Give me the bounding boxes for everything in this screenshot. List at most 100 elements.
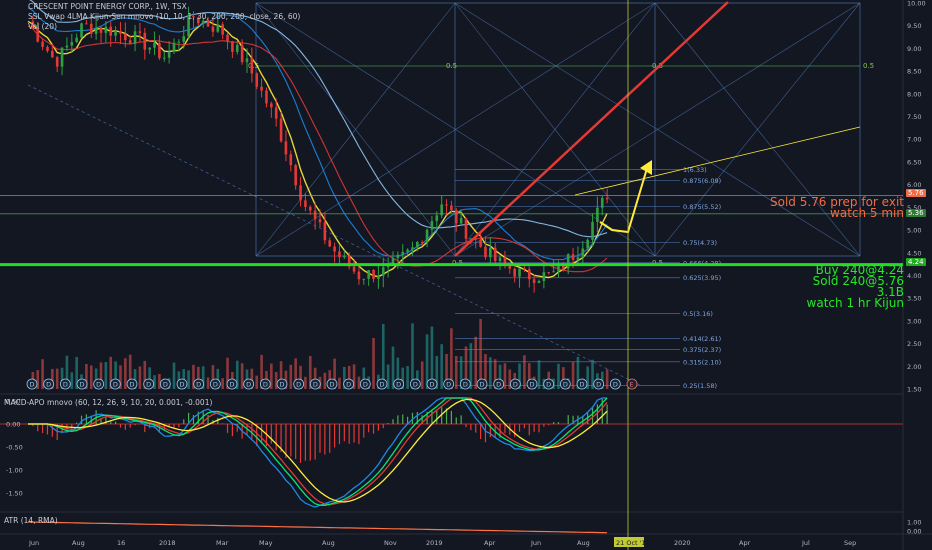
volume-bar [420, 361, 424, 389]
time-axis-label: Apr [739, 539, 751, 547]
volume-bar [450, 328, 453, 389]
volume-bar [201, 366, 205, 389]
current-date-label: 21 Oct '19 [616, 539, 650, 547]
event-marker [376, 378, 388, 390]
volume-bar [396, 357, 400, 389]
candle-body [279, 118, 283, 142]
atr-legend[interactable]: ATR (14, RMA) [4, 516, 58, 525]
volume-bar [435, 356, 439, 389]
volume-bar [128, 354, 132, 389]
event-marker-label: D [280, 381, 285, 389]
event-marker-label: D [96, 381, 101, 389]
event-marker-label: D [146, 381, 151, 389]
volume-bar [527, 363, 531, 389]
volume-bar [216, 368, 220, 389]
event-marker [226, 378, 238, 390]
candle-body [542, 272, 546, 281]
volume-bar [381, 323, 385, 389]
candle-body [299, 185, 302, 201]
volume-bar [94, 368, 98, 389]
candle-body [513, 268, 516, 277]
time-axis-label: 2019 [426, 539, 443, 547]
atr-line [27, 521, 608, 534]
macd-legend[interactable]: MACD-APO mnovo (60, 12, 26, 9, 10, 20, 0… [4, 398, 213, 407]
red-trendline [454, 1, 729, 257]
time-axis-label: Jun [530, 539, 541, 547]
volume-bar [75, 356, 78, 389]
candle-body [596, 207, 599, 222]
event-marker-label: D [130, 381, 135, 389]
volume-bar [343, 366, 346, 389]
event-marker-label: D [246, 381, 251, 389]
ssl-indicator-legend[interactable]: SSL Vwap 4LMA Kijun-Sen mnovo (10, 10, 1… [28, 12, 301, 21]
candle-body [377, 275, 380, 279]
candle-body [284, 141, 288, 155]
candle-body [381, 267, 385, 276]
volume-bar [99, 362, 103, 389]
volume-bar [518, 363, 521, 389]
moving-averages [27, 0, 608, 279]
volume-bar [523, 355, 526, 389]
candle-body [469, 238, 473, 240]
time-axis-label: Aug [322, 539, 335, 547]
candle-body [459, 217, 463, 224]
candle-body [416, 242, 419, 248]
volume-bar [60, 367, 64, 389]
volume-bar [493, 359, 497, 389]
candle-body [479, 239, 482, 247]
price-axis-label: 8.00 [907, 90, 921, 98]
candle-body [153, 42, 156, 48]
price-levels[interactable] [0, 0, 903, 550]
volume-bar [411, 323, 414, 389]
candle-body [328, 240, 332, 247]
event-marker [59, 378, 71, 390]
event-marker [76, 378, 88, 390]
candle-body [537, 280, 541, 284]
event-marker-label: D [46, 381, 51, 389]
event-marker [493, 378, 505, 390]
candle-body [51, 50, 54, 58]
time-axis-label: Nov [384, 539, 397, 547]
volume-bar [469, 343, 473, 389]
event-marker-label: D [80, 381, 85, 389]
volume-bar [148, 367, 151, 389]
volume-indicator-legend[interactable]: Vol (20) [28, 22, 58, 31]
volume-bar [498, 364, 502, 389]
volume-bar [197, 366, 200, 389]
fib-level-label: 0.875(6.09) [683, 177, 721, 185]
macd-line [28, 397, 608, 506]
time-axis-label: Apr [484, 539, 496, 547]
macd-line [28, 397, 608, 508]
volume-bar [508, 369, 512, 389]
candle-body [85, 23, 88, 25]
candle-body [557, 263, 560, 272]
candle-body [347, 255, 351, 267]
candle-body [552, 271, 555, 273]
volume-bar [479, 318, 482, 389]
candle-body [143, 32, 147, 50]
candle-body [226, 34, 229, 42]
candle-body [138, 31, 142, 33]
volume-bar [338, 377, 341, 389]
candle-body [240, 44, 244, 63]
event-marker [543, 378, 555, 390]
volume-bar [41, 359, 44, 389]
candle-body [571, 254, 575, 260]
candle-body [89, 23, 93, 34]
candle-body [255, 73, 259, 87]
event-marker [309, 378, 321, 390]
volume-bar [445, 353, 448, 389]
time-axis-label: May [259, 539, 273, 547]
time-axis-label: Jul [801, 539, 810, 547]
event-marker-label: D [346, 381, 351, 389]
price-axis-label: 10.00 [907, 0, 926, 8]
candle-body [518, 268, 521, 277]
event-marker-label: D [513, 381, 518, 389]
volume-bar [192, 364, 195, 389]
event-marker [393, 378, 405, 390]
volume-bar [304, 376, 307, 389]
candle-body [294, 165, 297, 186]
candle-body [333, 246, 336, 252]
